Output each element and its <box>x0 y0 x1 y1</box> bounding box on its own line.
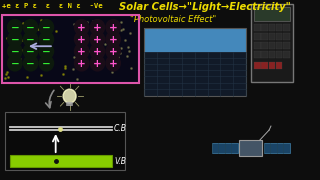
Circle shape <box>8 44 22 59</box>
Text: +: + <box>77 59 86 69</box>
Text: +: + <box>77 23 86 33</box>
Bar <box>10 155 112 167</box>
Circle shape <box>106 44 120 59</box>
Circle shape <box>106 56 120 71</box>
Circle shape <box>91 20 104 35</box>
Text: +: + <box>77 47 86 57</box>
Bar <box>254 24 260 31</box>
Bar <box>254 62 260 69</box>
Bar <box>269 51 275 58</box>
Bar <box>276 24 282 31</box>
Text: +: + <box>93 59 102 69</box>
Text: −: − <box>11 23 19 33</box>
Circle shape <box>24 32 37 47</box>
Bar <box>269 33 275 40</box>
Bar <box>283 33 290 40</box>
Bar <box>70 15 139 83</box>
Bar <box>276 62 282 69</box>
Bar <box>252 4 293 82</box>
Bar <box>254 33 260 40</box>
Bar <box>261 51 268 58</box>
Circle shape <box>91 44 104 59</box>
Bar <box>2 15 70 83</box>
Bar <box>144 28 246 96</box>
Circle shape <box>8 32 22 47</box>
Text: −: − <box>42 35 51 45</box>
Text: −: − <box>11 47 19 57</box>
Text: C.B: C.B <box>114 124 127 133</box>
Bar <box>269 62 275 69</box>
Text: −: − <box>26 35 35 45</box>
Text: −: − <box>42 59 51 69</box>
Bar <box>144 52 246 96</box>
Text: −: − <box>26 23 35 33</box>
Circle shape <box>39 56 53 71</box>
Circle shape <box>63 89 76 103</box>
Bar <box>4 112 125 170</box>
Text: −: − <box>42 47 51 57</box>
Text: V.B: V.B <box>114 157 126 166</box>
Circle shape <box>8 20 22 35</box>
Bar <box>261 62 268 69</box>
Bar <box>144 28 246 59</box>
Text: +: + <box>77 35 86 45</box>
Text: "Photovoltaic Effect": "Photovoltaic Effect" <box>130 15 216 24</box>
Circle shape <box>75 56 89 71</box>
Bar <box>239 140 262 156</box>
Bar <box>254 51 260 58</box>
Text: +: + <box>109 59 117 69</box>
Circle shape <box>8 56 22 71</box>
Circle shape <box>39 32 53 47</box>
Bar <box>276 42 282 49</box>
Bar <box>264 143 290 153</box>
Circle shape <box>75 20 89 35</box>
Text: −: − <box>26 59 35 69</box>
Text: +: + <box>93 47 102 57</box>
Text: +e ε P ε  ε  ε N ε  -Ve: +e ε P ε ε ε N ε -Ve <box>2 3 102 9</box>
Text: +: + <box>93 23 102 33</box>
Text: −: − <box>26 47 35 57</box>
Bar <box>254 42 260 49</box>
Circle shape <box>75 32 89 47</box>
Bar <box>144 59 246 69</box>
Circle shape <box>24 44 37 59</box>
Bar <box>261 42 268 49</box>
Circle shape <box>106 20 120 35</box>
Circle shape <box>106 32 120 47</box>
Bar <box>276 51 282 58</box>
Bar <box>254 7 291 21</box>
Bar <box>269 24 275 31</box>
Circle shape <box>39 44 53 59</box>
Circle shape <box>39 20 53 35</box>
Circle shape <box>24 56 37 71</box>
Text: +: + <box>109 35 117 45</box>
Circle shape <box>75 44 89 59</box>
Circle shape <box>91 32 104 47</box>
Circle shape <box>24 20 37 35</box>
Bar <box>283 51 290 58</box>
Text: +: + <box>109 47 117 57</box>
Text: Solar Cells→"Light→Electricity": Solar Cells→"Light→Electricity" <box>119 2 291 12</box>
Bar <box>2 15 139 83</box>
Text: +: + <box>93 35 102 45</box>
Bar <box>261 24 268 31</box>
Bar <box>283 42 290 49</box>
Text: +: + <box>109 23 117 33</box>
Bar <box>269 42 275 49</box>
Bar <box>212 143 237 153</box>
Bar <box>261 33 268 40</box>
Text: −: − <box>11 59 19 69</box>
Text: −: − <box>11 35 19 45</box>
Bar <box>283 24 290 31</box>
Bar <box>276 33 282 40</box>
Text: −: − <box>42 23 51 33</box>
Circle shape <box>91 56 104 71</box>
